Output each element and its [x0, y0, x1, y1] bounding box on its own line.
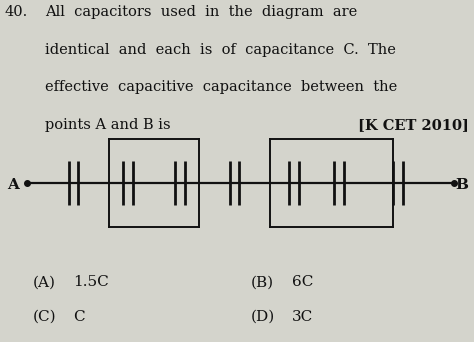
Text: 1.5C: 1.5C [73, 275, 109, 289]
Text: All  capacitors  used  in  the  diagram  are: All capacitors used in the diagram are [45, 5, 357, 19]
Text: (A): (A) [33, 275, 56, 289]
Text: C: C [73, 310, 85, 324]
Text: 3C: 3C [292, 310, 313, 324]
Text: effective  capacitive  capacitance  between  the: effective capacitive capacitance between… [45, 80, 397, 94]
Text: (B): (B) [251, 275, 274, 289]
Text: 40.: 40. [5, 5, 28, 19]
Text: (C): (C) [33, 310, 57, 324]
Text: A: A [7, 178, 19, 192]
Text: 6C: 6C [292, 275, 313, 289]
Text: points A and B is: points A and B is [45, 118, 171, 132]
Text: [K CET 2010]: [K CET 2010] [358, 118, 469, 132]
Text: (D): (D) [251, 310, 275, 324]
Text: B: B [456, 178, 469, 192]
Text: identical  and  each  is  of  capacitance  C.  The: identical and each is of capacitance C. … [45, 43, 396, 57]
